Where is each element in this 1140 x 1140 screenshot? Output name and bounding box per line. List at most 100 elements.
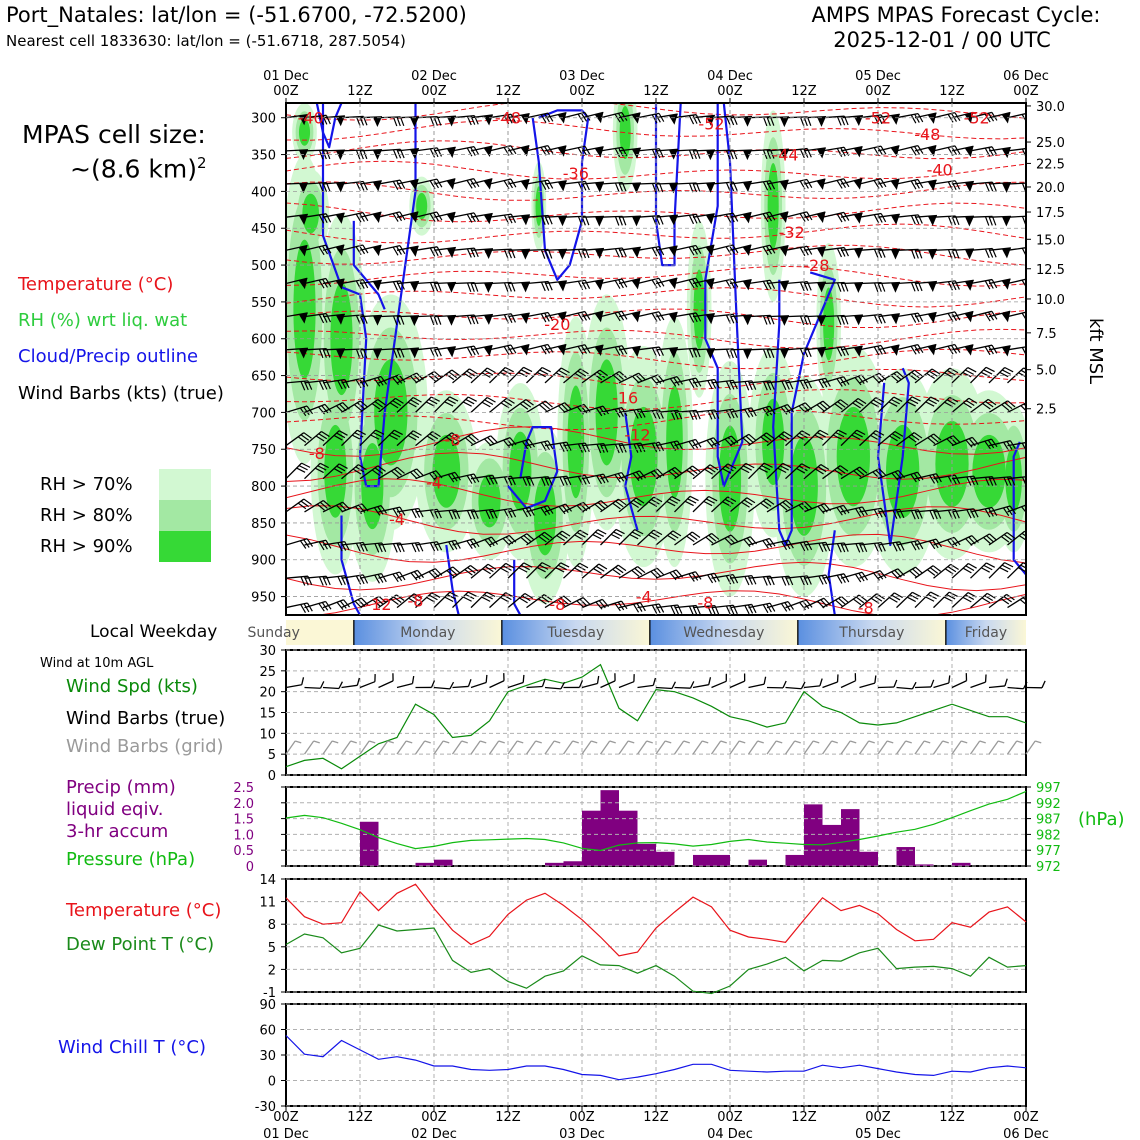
top-hour-label: 12Z: [791, 84, 817, 99]
wind-barb-tick: [651, 604, 658, 614]
wind-barb-staff: [803, 246, 826, 251]
wind-barb-staff: [581, 598, 603, 609]
wind-barb-true-staff: [914, 686, 932, 689]
cloud-outline: [352, 220, 386, 310]
wind-barb-staff: [378, 466, 398, 480]
wind-barb-staff: [785, 178, 808, 185]
wind-barb: [415, 370, 442, 384]
wind-barb: [951, 508, 979, 519]
wind-barb-staff: [378, 148, 401, 152]
wind-barb-tick: [837, 429, 847, 435]
wind-barb-staff: [896, 471, 918, 480]
wind-barb-staff: [526, 112, 549, 119]
wind-barb-flag: [742, 245, 752, 256]
wind-barb-staff: [544, 595, 565, 609]
wind-barb-tick: [433, 148, 439, 158]
bottom-day-label: 01 Dec: [263, 1127, 309, 1140]
wind-barb-staff: [286, 462, 303, 480]
wind-barb-staff: [452, 345, 475, 351]
wind-barb: [766, 245, 789, 257]
wind-barb-tick: [336, 432, 346, 439]
wind-barb-tick: [502, 369, 512, 375]
wind-barb-staff: [988, 531, 1008, 546]
wind-barb: [563, 597, 591, 609]
temp-isotherm-dashed: [286, 388, 1026, 411]
wind-barb-tick: [988, 279, 994, 289]
rh-rh90-area: [298, 119, 311, 146]
wind-barb-tick: [890, 398, 900, 405]
wind-barb-flag: [816, 147, 826, 159]
wind-barb-tick: [732, 380, 738, 390]
wind-barb-flag: [779, 116, 789, 128]
wind-barb-true-staff: [489, 680, 505, 689]
wind-barb-grid-tick: [405, 740, 413, 744]
wind-barb-tick: [541, 533, 550, 541]
wind-barb-staff: [600, 471, 622, 480]
wind-barb: [914, 214, 937, 226]
wind-barb-tick: [765, 539, 773, 548]
wind-barb-tick: [502, 565, 512, 571]
wind-barb-tick: [873, 346, 880, 356]
wind-barb-staff: [692, 437, 714, 447]
wind-barb-tick: [481, 596, 491, 602]
wind-barb-tick: [359, 400, 368, 408]
wind-barb: [766, 179, 789, 191]
wind-barb-tick: [692, 114, 698, 124]
temp-contour-label: -52: [698, 115, 724, 134]
wind-barb: [988, 476, 1016, 487]
wind-barb-tick: [614, 280, 621, 289]
wind-barb-staff: [526, 476, 549, 480]
wind-barb-tick: [1025, 595, 1026, 603]
bottom-day-label: 05 Dec: [855, 1127, 901, 1140]
wind-barb-staff: [1025, 277, 1026, 285]
wind-barb-tick: [781, 541, 788, 551]
wind-barb-flag: [631, 216, 641, 227]
wind-barb: [637, 311, 665, 322]
wind-barb-flag: [372, 212, 382, 224]
wind-barb-staff: [674, 438, 696, 447]
wind-barb: [600, 215, 627, 226]
wind-barb-staff: [544, 530, 563, 546]
wind-barb: [1025, 346, 1026, 351]
wind-barb-true-staff: [933, 682, 950, 689]
wind-barb-tick: [510, 114, 517, 123]
wind-barb-tick: [1048, 475, 1052, 484]
wind-barb-tick: [374, 543, 380, 553]
wind-barb-staff: [322, 463, 340, 480]
wind-barb: [803, 281, 826, 293]
wind-barb-flag: [853, 146, 863, 158]
wind-barb-staff: [988, 400, 1009, 413]
wind-barb-tick: [408, 597, 417, 604]
wind-barb-grid-tick: [535, 740, 542, 744]
pressure-label: Pressure (hPa): [66, 849, 196, 870]
wind-barb-tick: [814, 434, 824, 441]
wind-barb: [507, 506, 535, 518]
pressure-ytick-label: 997: [1036, 781, 1061, 796]
wind-barb-tick: [766, 180, 772, 190]
wind-barb-flag: [446, 346, 456, 358]
weekday-cell: [797, 620, 946, 645]
temp-contour-label: -8: [858, 599, 874, 618]
wind-barb-tick: [1001, 564, 1011, 570]
wind-barb: [637, 603, 665, 614]
wind-barb-flag: [964, 311, 974, 323]
wind-barb-flag: [1039, 278, 1050, 290]
wind-barb-tick: [944, 372, 954, 378]
wind-barb-tick: [746, 497, 756, 504]
temp-contour-label: -52: [964, 109, 990, 128]
wind-barb-tick: [857, 397, 867, 405]
wind-barb-tick: [484, 369, 494, 376]
wind-barb: [415, 592, 441, 609]
wind-barb-tick: [836, 507, 843, 516]
temp-isotherm-solid: [286, 533, 1026, 564]
wind-barb: [877, 430, 904, 447]
wind-barb-tick: [951, 181, 957, 191]
wind-barb-tick: [392, 508, 399, 518]
wind-barb: [803, 541, 831, 553]
wind-barb-grid-staff: [673, 740, 685, 755]
top-hour-label: 12Z: [643, 84, 669, 99]
wind-barb-staff: [433, 591, 451, 609]
wind-barb-tick: [1029, 311, 1034, 320]
wind-barb-tick: [803, 379, 809, 389]
wind-barb-tick: [981, 597, 991, 604]
